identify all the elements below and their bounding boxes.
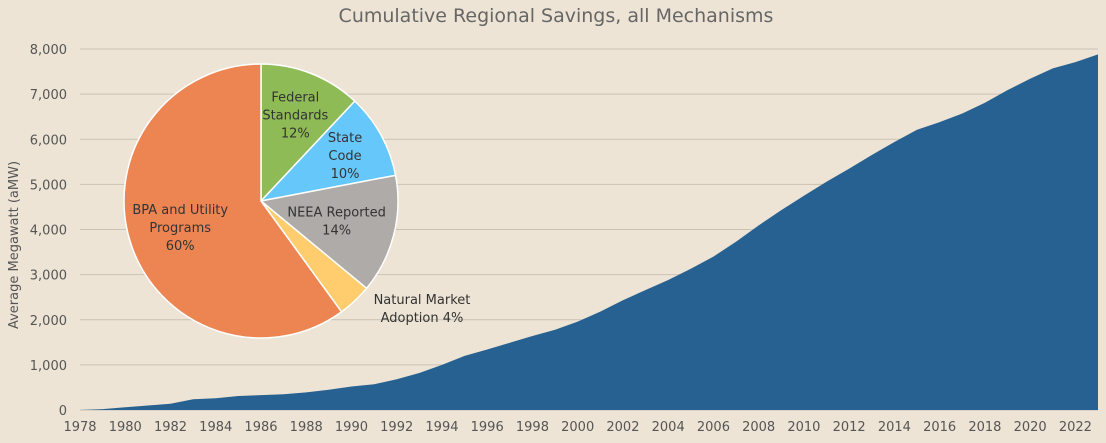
x-tick-label: 2018 (968, 420, 1001, 435)
pie-labels: Federal Standards 12% State Code 10% NEEA Repo… (132, 90, 470, 325)
x-tick-label: 1984 (199, 420, 232, 435)
y-tick-label: 7,000 (30, 88, 67, 103)
x-tick-label: 2016 (923, 420, 956, 435)
x-tick-label: 2004 (652, 420, 685, 435)
x-tick-label: 1994 (425, 420, 458, 435)
x-tick-label: 1990 (335, 420, 368, 435)
x-tick-label: 1998 (516, 420, 549, 435)
area-series (80, 54, 1098, 411)
x-tick-label: 1996 (471, 420, 504, 435)
x-tick-label: 1988 (290, 420, 323, 435)
y-tick-label: 0 (59, 404, 67, 419)
pie-slice (260, 63, 356, 203)
chart-title: Cumulative Regional Savings, all Mechani… (339, 5, 774, 27)
x-tick-label: 2002 (606, 420, 639, 435)
pie-slice-label: State Code 10% (328, 131, 362, 182)
y-tick-label: 3,000 (30, 269, 67, 284)
x-tick-label: 1982 (154, 420, 187, 435)
y-tick-label: 8,000 (30, 43, 67, 58)
x-tick-label: 1980 (109, 420, 142, 435)
pie-slice-label: BPA and Utility Programs 60% (132, 203, 228, 254)
x-tick-label: 2014 (878, 420, 911, 435)
pie-slice (258, 100, 397, 203)
x-tick-label: 2000 (561, 420, 594, 435)
y-axis-label: Average Megawatt (aMW) (7, 161, 22, 329)
y-tick-label: 2,000 (30, 314, 67, 329)
pie-slice-label: NEEA Reported 14% (287, 205, 386, 238)
y-tick-label: 6,000 (30, 133, 67, 148)
x-tick-label: 2012 (833, 420, 866, 435)
x-tick-label: 2010 (787, 420, 820, 435)
x-tick-label: 2020 (1014, 420, 1047, 435)
y-tick-label: 4,000 (30, 224, 67, 239)
pie-slice-label: Federal Standards 12% (262, 90, 328, 141)
pie-slice-label: Natural Market Adoption 4% (374, 293, 471, 326)
x-tick-label: 2008 (742, 420, 775, 435)
x-tick-label: 1986 (244, 420, 277, 435)
pie-slice (123, 63, 343, 339)
savings-area (80, 54, 1098, 411)
x-tick-labels: 1978 1980 1982 1984 1986 1988 1990 1992 1994 1996… (63, 420, 1091, 435)
x-tick-label: 2006 (697, 420, 730, 435)
x-tick-label: 1992 (380, 420, 413, 435)
y-tick-labels: 0 1,000 2,000 3,000 4,000 5,000 6,000 7,000 8,00… (30, 43, 67, 419)
x-tick-label: 2022 (1059, 420, 1092, 435)
pie-chart (123, 63, 399, 339)
y-tick-label: 1,000 (30, 359, 67, 374)
y-tick-label: 5,000 (30, 178, 67, 193)
x-tick-label: 1978 (63, 420, 96, 435)
pie-slice (259, 174, 399, 290)
